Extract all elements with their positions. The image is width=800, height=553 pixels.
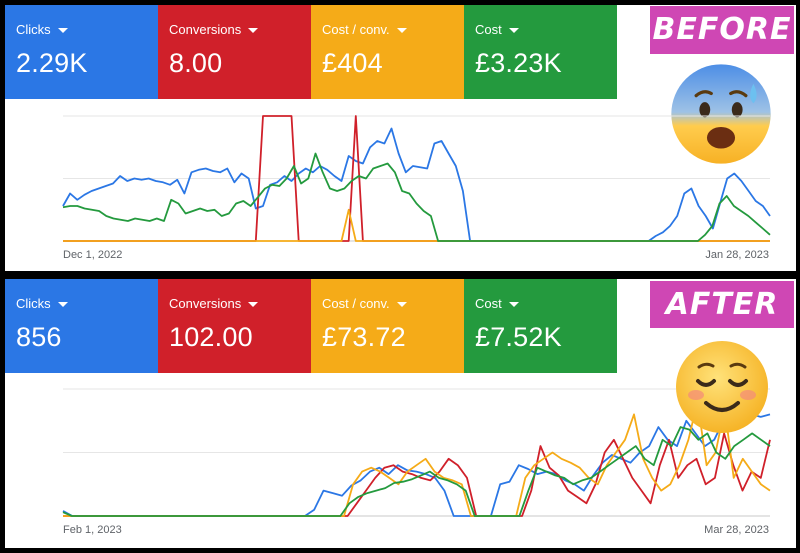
- cost-per-conv-label: Cost / conv.: [322, 22, 390, 37]
- start-date-label: Feb 1, 2023: [63, 524, 122, 536]
- smiling-face-icon: [676, 341, 768, 433]
- cost-value: £3.23K: [475, 48, 562, 78]
- after-badge: AFTER: [650, 281, 794, 328]
- cost-per-conv-value: £404: [322, 48, 383, 78]
- after-panel: Clicks 856 Conversions 102.00 Cost / con…: [5, 279, 796, 548]
- series-line-3: [62, 152, 771, 242]
- cost-per-conv-tile[interactable]: Cost / conv. £404: [311, 5, 464, 99]
- cost-per-conv-label: Cost / conv.: [322, 296, 390, 311]
- cost-value: £7.52K: [475, 322, 562, 352]
- clicks-label: Clicks: [16, 296, 51, 311]
- clicks-value: 856: [16, 322, 62, 352]
- end-date-label: Jan 28, 2023: [705, 249, 769, 261]
- anxious-face-with-sweat-icon: [671, 64, 771, 164]
- cost-label: Cost: [475, 22, 502, 37]
- dropdown-caret-icon[interactable]: [248, 301, 259, 307]
- clicks-label: Clicks: [16, 22, 51, 37]
- series-line-3: [62, 426, 771, 517]
- conversions-tile[interactable]: Conversions 8.00: [158, 5, 311, 99]
- conversions-tile[interactable]: Conversions 102.00: [158, 279, 311, 373]
- end-date-label: Mar 28, 2023: [704, 524, 769, 536]
- before-panel: Clicks 2.29K Conversions 8.00 Cost / con…: [5, 5, 796, 271]
- conversions-label: Conversions: [169, 296, 242, 311]
- cost-label: Cost: [475, 296, 502, 311]
- dropdown-caret-icon[interactable]: [248, 27, 259, 33]
- conversions-label: Conversions: [169, 22, 242, 37]
- before-badge: BEFORE: [650, 6, 794, 54]
- dropdown-caret-icon[interactable]: [57, 301, 68, 307]
- series-line-2: [63, 400, 771, 517]
- before-line-chart: [62, 115, 771, 242]
- series-line-1: [63, 432, 771, 517]
- conversions-value: 8.00: [169, 48, 223, 78]
- dropdown-caret-icon[interactable]: [396, 27, 407, 33]
- cost-tile[interactable]: Cost £7.52K: [464, 279, 617, 373]
- clicks-tile[interactable]: Clicks 856: [5, 279, 158, 373]
- after-line-chart: [62, 388, 771, 517]
- dropdown-caret-icon[interactable]: [508, 27, 519, 33]
- cost-per-conv-value: £73.72: [322, 322, 406, 352]
- dropdown-caret-icon[interactable]: [508, 301, 519, 307]
- dropdown-caret-icon[interactable]: [57, 27, 68, 33]
- conversions-value: 102.00: [169, 322, 253, 352]
- series-line-2: [63, 208, 770, 242]
- cost-tile[interactable]: Cost £3.23K: [464, 5, 617, 99]
- clicks-tile[interactable]: Clicks 2.29K: [5, 5, 158, 99]
- start-date-label: Dec 1, 2022: [63, 249, 123, 261]
- dropdown-caret-icon[interactable]: [396, 301, 407, 307]
- cost-per-conv-tile[interactable]: Cost / conv. £73.72: [311, 279, 464, 373]
- series-line-0: [62, 127, 771, 242]
- clicks-value: 2.29K: [16, 48, 88, 78]
